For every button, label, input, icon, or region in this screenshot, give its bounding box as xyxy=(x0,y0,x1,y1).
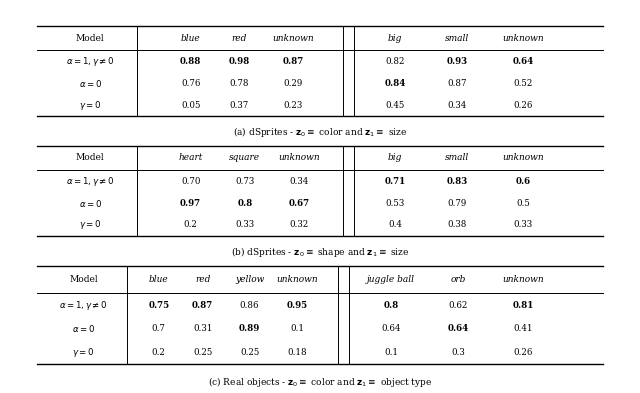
Text: small: small xyxy=(445,154,469,162)
Text: 0.87: 0.87 xyxy=(192,301,213,310)
Text: $\alpha = 1, \gamma \neq 0$: $\alpha = 1, \gamma \neq 0$ xyxy=(66,175,115,188)
Text: 0.3: 0.3 xyxy=(451,348,465,357)
Text: 0.37: 0.37 xyxy=(229,101,248,110)
Text: 0.33: 0.33 xyxy=(514,220,533,230)
Text: 0.31: 0.31 xyxy=(193,324,212,333)
Text: 0.5: 0.5 xyxy=(516,198,531,208)
Text: square: square xyxy=(229,154,260,162)
Text: 0.64: 0.64 xyxy=(381,324,401,333)
Text: 0.67: 0.67 xyxy=(289,198,310,208)
Text: 0.45: 0.45 xyxy=(385,101,405,110)
Text: 0.6: 0.6 xyxy=(516,177,531,186)
Text: $\alpha = 1, \gamma \neq 0$: $\alpha = 1, \gamma \neq 0$ xyxy=(59,299,108,312)
Text: 0.1: 0.1 xyxy=(290,324,304,333)
Text: 0.70: 0.70 xyxy=(181,177,200,186)
Text: 0.2: 0.2 xyxy=(184,220,198,230)
Text: orb: orb xyxy=(451,275,466,284)
Text: 0.81: 0.81 xyxy=(513,301,534,310)
Text: 0.73: 0.73 xyxy=(235,177,255,186)
Text: 0.53: 0.53 xyxy=(385,198,405,208)
Text: $\alpha = 1, \gamma \neq 0$: $\alpha = 1, \gamma \neq 0$ xyxy=(66,55,115,68)
Text: 0.25: 0.25 xyxy=(240,348,259,357)
Text: (a) dSprites - $\mathbf{z}_0 \equiv$ color and $\mathbf{z}_1 \equiv$ size: (a) dSprites - $\mathbf{z}_0 \equiv$ col… xyxy=(233,125,407,139)
Text: 0.88: 0.88 xyxy=(180,57,202,66)
Text: 0.62: 0.62 xyxy=(449,301,468,310)
Text: red: red xyxy=(195,275,211,284)
Text: 0.83: 0.83 xyxy=(447,177,468,186)
Text: juggle ball: juggle ball xyxy=(367,275,415,284)
Text: 0.26: 0.26 xyxy=(514,101,533,110)
Text: 0.4: 0.4 xyxy=(388,220,402,230)
Text: unknown: unknown xyxy=(502,275,544,284)
Text: 0.79: 0.79 xyxy=(447,198,467,208)
Text: big: big xyxy=(388,34,403,42)
Text: small: small xyxy=(445,34,469,42)
Text: $\gamma = 0$: $\gamma = 0$ xyxy=(79,99,102,112)
Text: 0.2: 0.2 xyxy=(152,348,166,357)
Text: unknown: unknown xyxy=(502,154,544,162)
Text: 0.87: 0.87 xyxy=(282,57,303,66)
Text: unknown: unknown xyxy=(272,34,314,42)
Text: 0.29: 0.29 xyxy=(284,79,303,88)
Text: (b) dSprites - $\mathbf{z}_0 \equiv$ shape and $\mathbf{z}_1 \equiv$ size: (b) dSprites - $\mathbf{z}_0 \equiv$ sha… xyxy=(231,244,409,259)
Text: 0.71: 0.71 xyxy=(385,177,406,186)
Text: 0.98: 0.98 xyxy=(228,57,250,66)
Text: 0.34: 0.34 xyxy=(289,177,308,186)
Text: yellow: yellow xyxy=(235,275,264,284)
Text: 0.38: 0.38 xyxy=(447,220,467,230)
Text: 0.8: 0.8 xyxy=(383,301,399,310)
Text: $\alpha = 0$: $\alpha = 0$ xyxy=(79,198,102,209)
Text: 0.33: 0.33 xyxy=(236,220,254,230)
Text: $\gamma = 0$: $\gamma = 0$ xyxy=(72,346,95,359)
Text: 0.84: 0.84 xyxy=(385,79,406,88)
Text: 0.7: 0.7 xyxy=(152,324,166,333)
Text: unknown: unknown xyxy=(278,154,320,162)
Text: 0.86: 0.86 xyxy=(240,301,259,310)
Text: unknown: unknown xyxy=(502,34,544,42)
Text: 0.78: 0.78 xyxy=(229,79,248,88)
Text: $\gamma = 0$: $\gamma = 0$ xyxy=(79,219,102,231)
Text: 0.32: 0.32 xyxy=(289,220,308,230)
Text: 0.89: 0.89 xyxy=(239,324,260,333)
Text: unknown: unknown xyxy=(276,275,318,284)
Text: 0.64: 0.64 xyxy=(513,57,534,66)
Text: $\alpha = 0$: $\alpha = 0$ xyxy=(72,323,95,334)
Text: 0.76: 0.76 xyxy=(181,79,200,88)
Text: Model: Model xyxy=(76,34,104,42)
Text: 0.05: 0.05 xyxy=(181,101,200,110)
Text: (c) Real objects - $\mathbf{z}_0 \equiv$ color and $\mathbf{z}_1 \equiv$ object : (c) Real objects - $\mathbf{z}_0 \equiv$… xyxy=(208,375,432,389)
Text: 0.8: 0.8 xyxy=(237,198,252,208)
Text: 0.23: 0.23 xyxy=(284,101,303,110)
Text: red: red xyxy=(231,34,246,42)
Text: big: big xyxy=(388,154,403,162)
Text: 0.87: 0.87 xyxy=(447,79,467,88)
Text: blue: blue xyxy=(180,34,200,42)
Text: 0.95: 0.95 xyxy=(287,301,308,310)
Text: 0.26: 0.26 xyxy=(514,348,533,357)
Text: 0.52: 0.52 xyxy=(514,79,533,88)
Text: 0.75: 0.75 xyxy=(148,301,170,310)
Text: 0.93: 0.93 xyxy=(447,57,468,66)
Text: 0.18: 0.18 xyxy=(287,348,307,357)
Text: Model: Model xyxy=(76,154,104,162)
Text: 0.82: 0.82 xyxy=(385,57,405,66)
Text: 0.64: 0.64 xyxy=(448,324,469,333)
Text: 0.41: 0.41 xyxy=(513,324,533,333)
Text: $\alpha = 0$: $\alpha = 0$ xyxy=(79,78,102,89)
Text: 0.34: 0.34 xyxy=(447,101,467,110)
Text: heart: heart xyxy=(179,154,203,162)
Text: blue: blue xyxy=(149,275,169,284)
Text: 0.1: 0.1 xyxy=(384,348,398,357)
Text: Model: Model xyxy=(69,275,98,284)
Text: 0.97: 0.97 xyxy=(180,198,201,208)
Text: 0.25: 0.25 xyxy=(193,348,212,357)
